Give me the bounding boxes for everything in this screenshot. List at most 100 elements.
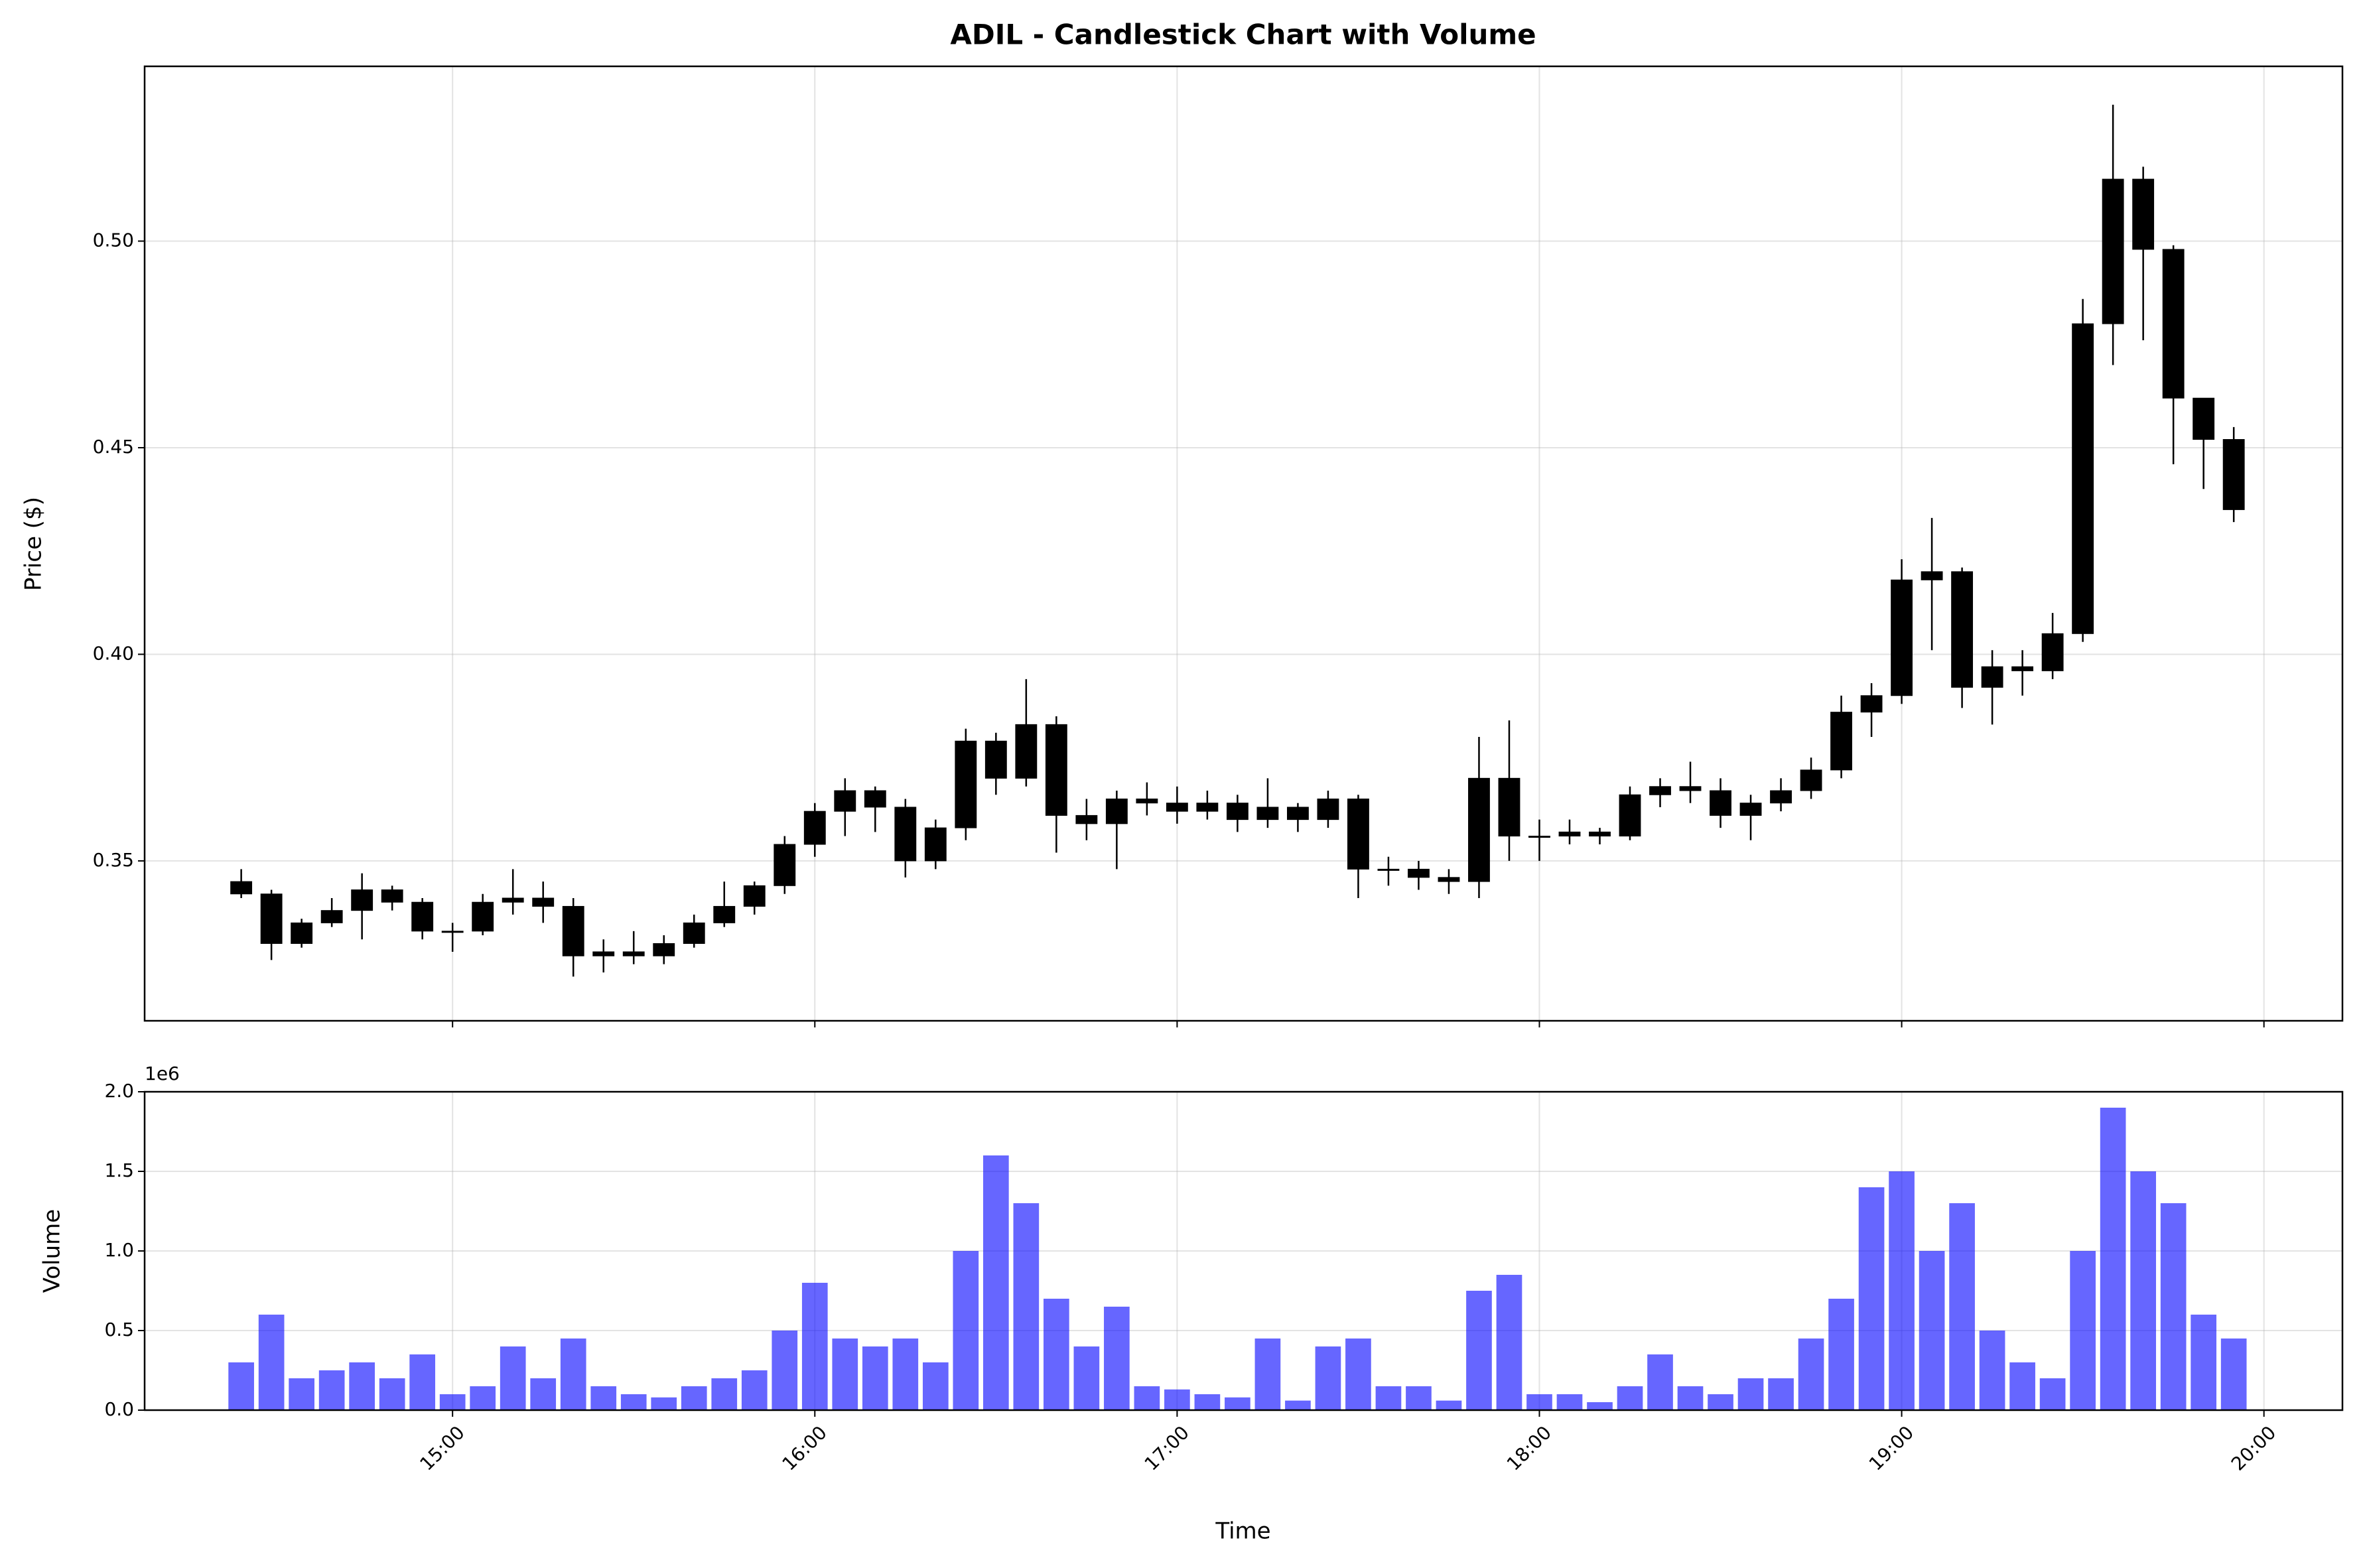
- candle-body: [774, 844, 796, 886]
- candle-body: [713, 905, 736, 923]
- y-tick-label: 0.45: [93, 436, 134, 458]
- volume-offset-label: 1e6: [145, 1063, 180, 1084]
- volume-bar: [409, 1354, 436, 1410]
- y-tick-label: 1.5: [104, 1159, 134, 1181]
- volume-bar: [2009, 1362, 2035, 1410]
- candle-body: [1015, 724, 1038, 779]
- volume-bar: [922, 1362, 949, 1410]
- volume-bar: [862, 1346, 888, 1410]
- candle-body: [1679, 786, 1702, 791]
- volume-bar: [439, 1394, 466, 1410]
- volume-bar: [982, 1155, 1009, 1410]
- candle-body: [1710, 790, 1731, 816]
- y-tick-label: 2.0: [104, 1080, 134, 1102]
- candle-body: [2162, 249, 2185, 399]
- candle-body: [1891, 579, 1913, 696]
- volume-bar: [651, 1397, 677, 1410]
- volume-bar: [2130, 1171, 2156, 1410]
- candle-body: [320, 910, 343, 923]
- candle-body: [1166, 803, 1188, 812]
- candle-body: [1377, 868, 1400, 871]
- y-tick-label: 0.40: [93, 642, 134, 664]
- volume-bar: [2191, 1315, 2217, 1410]
- volume-bar: [1496, 1275, 1522, 1410]
- candle-body: [653, 943, 675, 956]
- volume-bar: [1617, 1386, 1643, 1410]
- candle-body: [1589, 831, 1611, 837]
- candle-body: [1105, 798, 1128, 824]
- candle-body: [1256, 807, 1279, 820]
- volume-bar: [1436, 1400, 1462, 1410]
- volume-bar: [1013, 1203, 1040, 1410]
- candle-body: [592, 951, 615, 956]
- volume-bar: [1104, 1307, 1130, 1410]
- candle-body: [2041, 633, 2064, 671]
- volume-bar: [772, 1331, 798, 1410]
- candle-body: [743, 885, 766, 907]
- volume-bar: [2100, 1108, 2126, 1410]
- volume-bar: [1919, 1251, 1945, 1410]
- candle-body: [2102, 178, 2124, 324]
- y-tick-label: 0.35: [93, 849, 134, 871]
- volume-bar: [1285, 1400, 1311, 1410]
- candle-body: [803, 811, 826, 845]
- volume-bar: [1466, 1291, 1492, 1410]
- volume-bar: [470, 1386, 496, 1410]
- volume-bar: [801, 1283, 828, 1410]
- candle-body: [1921, 571, 1943, 580]
- volume-bar: [1798, 1339, 1824, 1410]
- volume-bar: [530, 1378, 557, 1410]
- volume-bar: [1889, 1171, 1915, 1410]
- candle-body: [1830, 712, 1852, 771]
- candle-body: [864, 790, 886, 808]
- candle-body: [924, 827, 947, 862]
- candle-body: [1770, 790, 1792, 804]
- candle-body: [2132, 178, 2155, 250]
- candle-body: [1649, 786, 1671, 795]
- candle-body: [2222, 439, 2245, 510]
- candle-body: [2072, 323, 2094, 634]
- candle-body: [1136, 798, 1158, 804]
- candle-body: [411, 901, 434, 932]
- candle-body: [1800, 769, 1822, 791]
- y-tick-label: 0.5: [104, 1319, 134, 1340]
- candle-body: [1226, 803, 1249, 820]
- volume-bar: [2070, 1251, 2096, 1410]
- candle-body: [834, 790, 856, 812]
- candle-body: [1558, 831, 1581, 837]
- candle-body: [1286, 807, 1309, 820]
- volume-bar: [620, 1394, 647, 1410]
- volume-bar: [1858, 1187, 1885, 1410]
- volume-bar: [1647, 1354, 1673, 1410]
- volume-bar: [2160, 1203, 2187, 1410]
- chart-title: ADIL - Candlestick Chart with Volume: [950, 19, 1536, 51]
- volume-bar: [1073, 1346, 1100, 1410]
- y-tick-label: 0.0: [104, 1398, 134, 1420]
- candle-body: [2193, 397, 2215, 440]
- candle-body: [381, 889, 403, 903]
- candle-body: [1347, 798, 1369, 870]
- volume-bar: [289, 1378, 314, 1410]
- volume-bar: [832, 1339, 858, 1410]
- volume-bar: [590, 1386, 617, 1410]
- volume-bar: [379, 1378, 405, 1410]
- candle-body: [260, 893, 283, 945]
- y-axis-label: Price ($): [21, 497, 47, 591]
- volume-bar: [1406, 1386, 1432, 1410]
- x-tick-label: 17:00: [1140, 1421, 1193, 1474]
- candle-body: [622, 951, 645, 956]
- volume-bar: [1375, 1386, 1402, 1410]
- candle-body: [683, 922, 705, 945]
- y-tick-label: 0.50: [93, 229, 134, 251]
- x-tick-label: 15:00: [415, 1421, 468, 1474]
- y-tick-label: 1.0: [104, 1239, 134, 1261]
- candle-body: [1498, 777, 1520, 837]
- volume-bar: [1828, 1299, 1854, 1410]
- volume-bar: [2039, 1378, 2066, 1410]
- volume-bar: [1315, 1346, 1341, 1410]
- x-axis-label: Time: [1215, 1518, 1270, 1545]
- volume-bar: [1164, 1389, 1190, 1410]
- volume-bar: [1556, 1394, 1583, 1410]
- volume-bar: [1194, 1394, 1221, 1410]
- volume-bar: [1254, 1339, 1281, 1410]
